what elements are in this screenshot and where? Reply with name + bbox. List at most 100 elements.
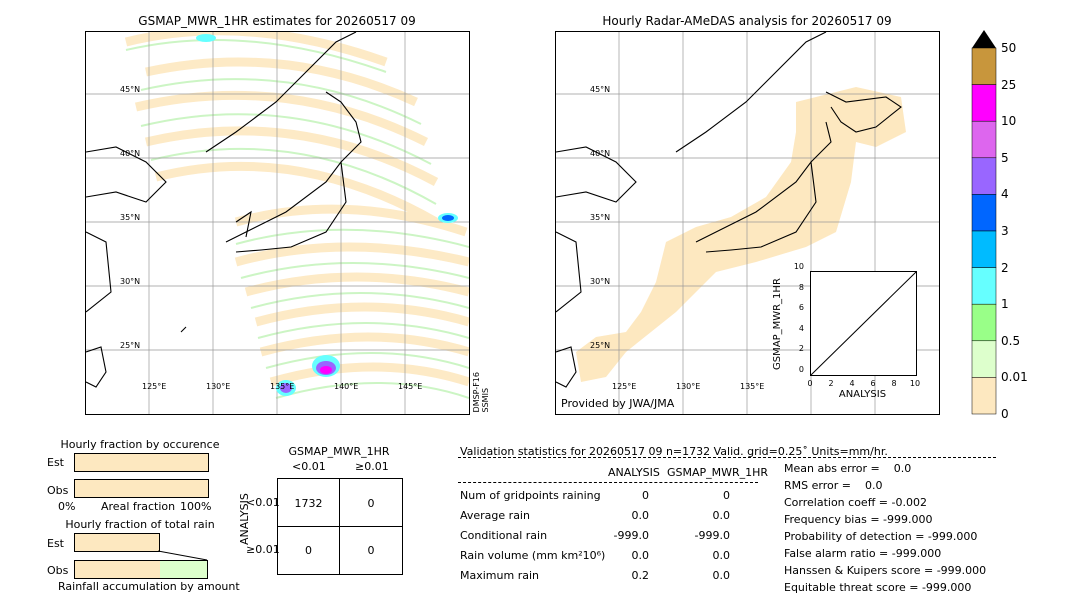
colorbar-label: 50 — [1001, 41, 1017, 55]
occ-obs-bar — [74, 479, 209, 498]
validation-col-divider — [458, 482, 758, 483]
lat-label: 35°N — [120, 213, 141, 222]
inset-x-tick: 4 — [849, 379, 855, 388]
lat-label: 30°N — [120, 277, 141, 286]
colorbar-label: 4 — [1001, 187, 1009, 202]
tot-obs-bar-light — [74, 560, 161, 579]
contingency-title: GSMAP_MWR_1HR — [288, 445, 390, 458]
right-map-canvas — [556, 32, 939, 414]
contingency-cell: 1732 — [294, 497, 323, 510]
satellite-label: DMSP-F16 SSMIS — [472, 372, 490, 413]
stat-label: Average rain — [460, 509, 530, 522]
stat-gsmap: 0.0 — [712, 509, 731, 522]
occ-obs-label: Obs — [47, 484, 69, 497]
colorbar-label: 0.5 — [1001, 333, 1021, 348]
left-map-canvas — [86, 32, 469, 414]
col-gsmap: GSMAP_MWR_1HR — [667, 466, 769, 479]
total-title: Hourly fraction of total rain — [65, 518, 215, 531]
provider-credit: Provided by JWA/JMA — [561, 397, 675, 410]
diagonal-line — [811, 272, 916, 375]
colorbar-arrow — [972, 30, 996, 48]
left-map-title: GSMAP_MWR_1HR estimates for 20260517 09 — [138, 14, 416, 28]
inset-y-tick: 10 — [793, 262, 804, 271]
tot-footer: Rainfall accumulation by amount — [58, 580, 240, 593]
inset-x-tick: 6 — [870, 379, 876, 388]
colorbar-segment — [971, 194, 997, 232]
left-map: 45°N 40°N 35°N 30°N 25°N 125°E 130°E 135… — [85, 31, 470, 415]
lon-label: 125°E — [142, 382, 167, 391]
score-line: Probability of detection = -999.000 — [784, 530, 978, 543]
validation-divider — [458, 457, 996, 458]
lat-label: 25°N — [120, 341, 141, 350]
colorbar-label: 10 — [1001, 114, 1017, 129]
contingency-col1: <0.01 — [292, 460, 326, 473]
score-line: Hanssen & Kuipers score = -999.000 — [784, 564, 987, 577]
stat-label: Rain volume (mm km²10⁶) — [460, 549, 606, 562]
occurrence-title: Hourly fraction by occurence — [60, 438, 220, 451]
lat-label: 30°N — [590, 277, 611, 286]
colorbar-segment — [971, 47, 997, 85]
colorbar-label: 0 — [1001, 407, 1009, 421]
score-line: Frequency bias = -999.000 — [784, 513, 933, 526]
inset-y-tick: 6 — [798, 303, 804, 313]
occ-est-label: Est — [47, 456, 64, 469]
inset-x-tick: 8 — [891, 379, 897, 388]
occ-axis-right: 100% — [180, 500, 212, 513]
stat-analysis: 0.2 — [631, 569, 650, 582]
colorbar-label: 2 — [1001, 260, 1009, 275]
contingency-cell: 0 — [367, 544, 375, 557]
colorbar-segment — [971, 303, 997, 342]
contingency-row1: <0.01 — [246, 496, 280, 509]
stat-analysis: 0 — [642, 489, 649, 502]
lon-label: 130°E — [676, 382, 701, 391]
colorbar-segment — [971, 377, 997, 415]
score-line: False alarm ratio = -999.000 — [784, 547, 942, 560]
occ-est-bar — [74, 453, 209, 472]
lon-label: 145°E — [398, 382, 423, 391]
tot-est-bar — [74, 533, 160, 552]
right-map-title: Hourly Radar-AMeDAS analysis for 2026051… — [602, 14, 892, 28]
inset-y-tick: 8 — [798, 282, 804, 292]
inset-xlabel: ANALYSIS — [838, 389, 887, 400]
occ-axis-mid: Areal fraction — [101, 500, 176, 513]
lon-label: 130°E — [206, 382, 231, 391]
contingency-cell: 0 — [367, 497, 375, 510]
colorbar-label: 3 — [1001, 224, 1009, 238]
scatter-canvas — [811, 272, 916, 375]
inset-y-tick: 4 — [798, 323, 804, 333]
contingency-grid: 1732 0 0 0 — [277, 478, 403, 575]
occ-axis-left: 0% — [58, 500, 76, 513]
colorbar — [971, 30, 997, 415]
stat-analysis: 0.0 — [631, 549, 650, 562]
inset-x-tick: 2 — [828, 379, 834, 388]
score-line: Mean abs error = 0.0 — [784, 462, 912, 475]
inset-ylabel: GSMAP_MWR_1HR — [772, 278, 783, 370]
lon-label: 140°E — [334, 382, 359, 391]
inset-x-tick: 0 — [807, 379, 813, 388]
colorbar-label: 0.01 — [1001, 370, 1028, 385]
stat-gsmap: -999.0 — [694, 529, 730, 542]
stat-gsmap: 0 — [723, 489, 730, 502]
stat-analysis: -999.0 — [613, 529, 649, 542]
colorbar-segment — [971, 157, 997, 195]
lon-label: 135°E — [270, 382, 295, 391]
colorbar-segment — [971, 84, 997, 122]
inset-y-tick: 2 — [798, 344, 804, 354]
colorbar-label: 5 — [1001, 150, 1009, 165]
contingency-col2: ≥0.01 — [355, 460, 389, 473]
colorbar-label: 1 — [1001, 297, 1009, 312]
lon-label: 135°E — [740, 382, 765, 391]
right-map: 45°N 40°N 35°N 30°N 25°N 125°E 130°E 135… — [555, 31, 940, 415]
stat-gsmap: 0.0 — [712, 549, 731, 562]
colorbar-segment — [971, 267, 997, 305]
tot-est-label: Est — [47, 537, 64, 550]
tot-obs-label: Obs — [47, 564, 69, 577]
lon-label: 125°E — [612, 382, 637, 391]
lat-label: 40°N — [120, 149, 141, 158]
colorbar-segment — [971, 230, 997, 268]
scatter-inset — [810, 271, 917, 376]
lat-label: 45°N — [120, 85, 141, 94]
colorbar-segment — [971, 120, 997, 159]
lat-label: 45°N — [590, 85, 611, 94]
colorbar-segment — [971, 340, 997, 378]
